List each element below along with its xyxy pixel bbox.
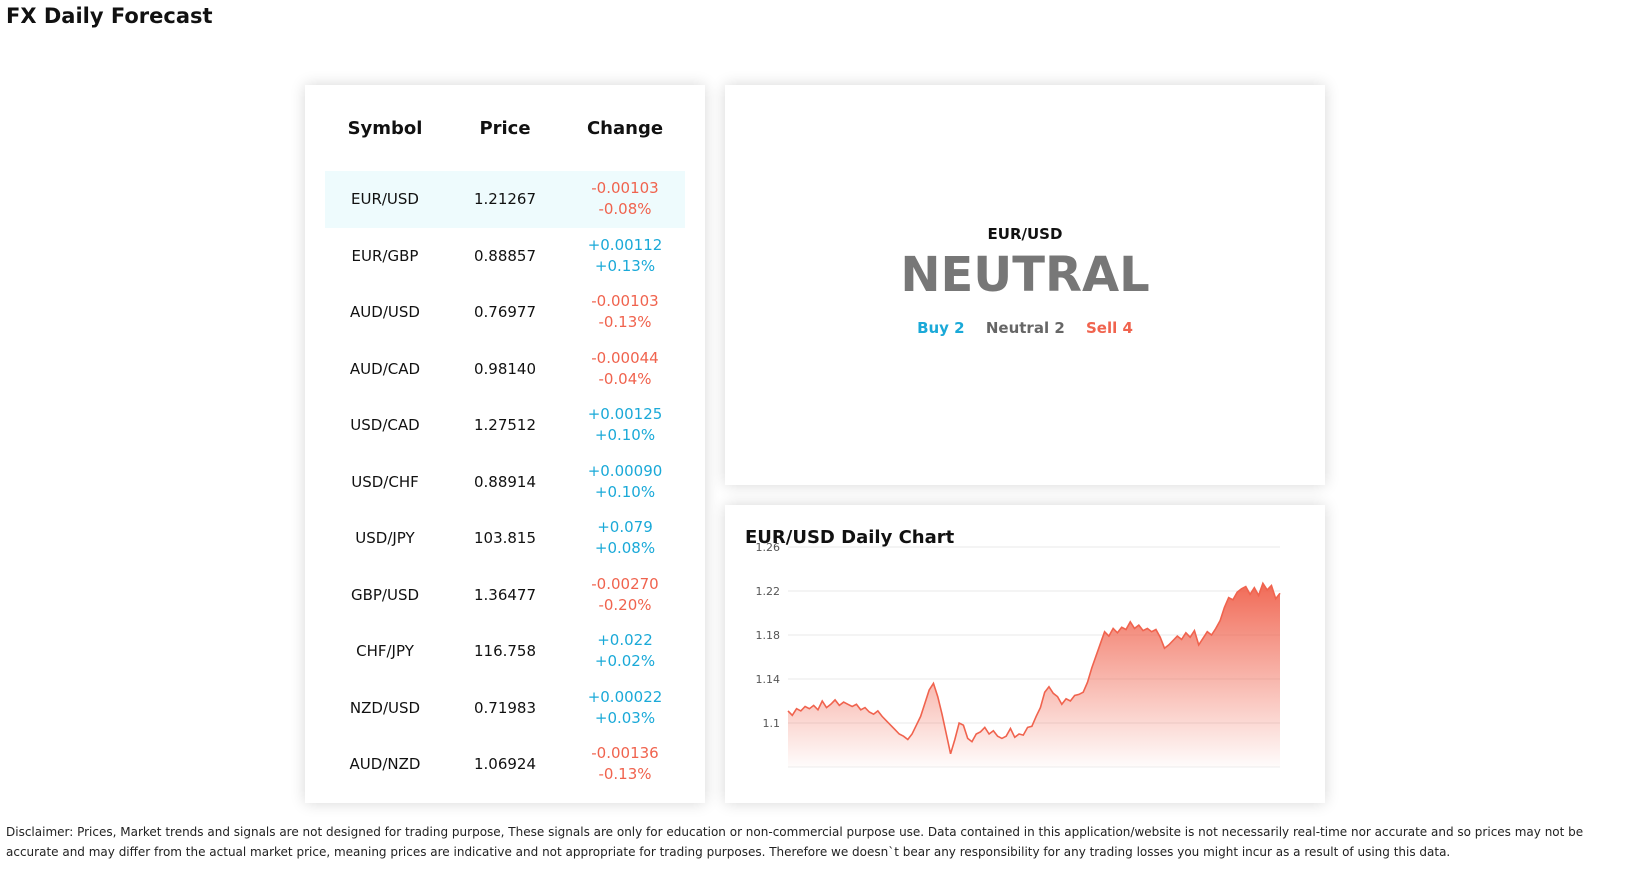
y-tick-label: 1.18 <box>756 629 781 642</box>
symbol-cell: AUD/USD <box>350 303 420 322</box>
signal-card: EUR/USD NEUTRAL Buy 2 Neutral 2 Sell 4 <box>725 85 1325 485</box>
change-column-header: Change <box>586 117 664 139</box>
quotes-table-body: EUR/USD 1.21267 -0.00103 -0.08% EUR/GBP 0.888… <box>325 159 685 793</box>
table-row[interactable]: EUR/GBP 0.88857 +0.00112 +0.13% <box>325 228 685 285</box>
signal-counts: Buy 2 Neutral 2 Sell 4 <box>725 319 1325 337</box>
change-cell: -0.00044 -0.04% <box>565 341 685 398</box>
series-area <box>788 583 1280 767</box>
price-cell: 1.21267 <box>445 171 565 228</box>
price-cell: 0.71983 <box>473 698 537 717</box>
change-cell: +0.00090 +0.10% <box>565 454 685 511</box>
change-value: +0.022 <box>597 631 653 650</box>
change-percent: +0.13% <box>594 256 656 275</box>
change-percent: +0.03% <box>594 708 656 727</box>
table-row[interactable]: AUD/USD 0.76977 -0.00103 -0.13% <box>325 284 685 341</box>
change-cell: +0.079 +0.08% <box>565 510 685 567</box>
table-row[interactable]: CHF/JPY 116.758 +0.022 +0.02% <box>325 623 685 680</box>
change-cell: -0.00270 -0.20% <box>565 567 685 624</box>
price-cell: 103.815 <box>473 529 537 548</box>
symbol-cell: NZD/USD <box>349 698 421 717</box>
quotes-table: Symbol Price Change EUR/USD 1.21267 -0.001… <box>325 97 685 793</box>
change-value: -0.00136 <box>591 744 659 763</box>
sell-count: Sell 4 <box>1086 319 1133 337</box>
table-row[interactable]: USD/CAD 1.27512 +0.00125 +0.10% <box>325 397 685 454</box>
series-line <box>787 581 1281 755</box>
change-percent: -0.13% <box>598 313 652 332</box>
y-tick-label: 1.22 <box>756 585 781 598</box>
price-cell: 0.76977 <box>473 303 537 322</box>
table-row[interactable]: EUR/USD 1.21267 -0.00103 -0.08% <box>325 171 685 228</box>
daily-chart[interactable]: 1.26 1.22 1.18 1.14 1.1 <box>725 505 1325 803</box>
symbol-cell: USD/CAD <box>350 416 420 435</box>
change-percent: -0.04% <box>598 369 652 388</box>
price-cell: 116.758 <box>473 642 537 661</box>
table-row[interactable]: AUD/NZD 1.06924 -0.00136 -0.13% <box>325 736 685 793</box>
change-percent: +0.10% <box>594 482 656 501</box>
price-column-header: Price <box>479 117 531 139</box>
symbol-cell: USD/CHF <box>351 472 419 491</box>
y-tick-label: 1.14 <box>756 673 781 686</box>
symbol-cell: GBP/USD <box>350 585 420 604</box>
chart-series <box>787 581 1281 767</box>
change-cell: +0.022 +0.02% <box>565 623 685 680</box>
chart-title: EUR/USD Daily Chart <box>745 527 955 548</box>
buy-count: Buy 2 <box>917 319 965 337</box>
signal-value: NEUTRAL <box>900 247 1150 303</box>
signal-pair: EUR/USD <box>987 225 1063 243</box>
change-value: +0.00022 <box>587 687 663 706</box>
symbol-cell: AUD/CAD <box>349 359 421 378</box>
change-value: -0.00103 <box>591 292 659 311</box>
symbol-column-header: Symbol <box>347 117 423 139</box>
table-row[interactable]: NZD/USD 0.71983 +0.00022 +0.03% <box>325 680 685 737</box>
change-value: +0.00112 <box>587 235 663 254</box>
quotes-card: Symbol Price Change EUR/USD 1.21267 -0.001… <box>305 85 705 803</box>
table-row[interactable]: GBP/USD 1.36477 -0.00270 -0.20% <box>325 567 685 624</box>
change-value: -0.00103 <box>591 179 659 198</box>
symbol-cell: CHF/JPY <box>356 642 414 661</box>
change-value: +0.079 <box>597 518 653 537</box>
table-row[interactable]: USD/JPY 103.815 +0.079 +0.08% <box>325 510 685 567</box>
price-cell: 0.88857 <box>473 246 537 265</box>
change-value: +0.00090 <box>587 461 663 480</box>
symbol-cell: EUR/GBP <box>351 246 419 265</box>
price-cell: 1.27512 <box>473 416 537 435</box>
change-cell: -0.00103 -0.08% <box>565 171 685 228</box>
price-cell: 1.36477 <box>473 585 537 604</box>
change-cell: -0.00136 -0.13% <box>565 736 685 793</box>
change-cell: -0.00103 -0.13% <box>565 284 685 341</box>
price-cell: 1.06924 <box>473 755 537 774</box>
price-cell: 0.98140 <box>473 359 537 378</box>
neutral-count: Neutral 2 <box>985 319 1065 337</box>
price-cell: 0.88914 <box>473 472 537 491</box>
change-value: -0.00044 <box>591 348 659 367</box>
y-tick-label: 1.1 <box>763 717 781 730</box>
table-row[interactable]: USD/CHF 0.88914 +0.00090 +0.10% <box>325 454 685 511</box>
change-percent: -0.13% <box>598 765 652 784</box>
table-spacer <box>325 159 685 171</box>
change-cell: +0.00112 +0.13% <box>565 228 685 285</box>
change-percent: +0.08% <box>594 539 656 558</box>
table-header-row: Symbol Price Change <box>325 97 685 159</box>
page-title: FX Daily Forecast <box>6 4 213 28</box>
symbol-cell: EUR/USD <box>325 171 445 228</box>
table-row[interactable]: AUD/CAD 0.98140 -0.00044 -0.04% <box>325 341 685 398</box>
chart-y-axis: 1.26 1.22 1.18 1.14 1.1 <box>756 541 781 730</box>
change-percent: +0.02% <box>594 652 656 671</box>
change-value: +0.00125 <box>587 405 663 424</box>
symbol-cell: AUD/NZD <box>349 755 421 774</box>
change-percent: -0.20% <box>598 595 652 614</box>
y-tick-label: 1.26 <box>756 541 781 554</box>
chart-card: EUR/USD Daily Chart 1.26 1.22 1.18 1.14 1.1 <box>725 505 1325 803</box>
change-percent: +0.10% <box>594 426 656 445</box>
change-value: -0.00270 <box>591 574 659 593</box>
change-cell: +0.00125 +0.10% <box>565 397 685 454</box>
change-percent: -0.08% <box>598 200 652 219</box>
change-cell: +0.00022 +0.03% <box>565 680 685 737</box>
symbol-cell: USD/JPY <box>355 529 415 548</box>
disclaimer-text: Disclaimer: Prices, Market trends and si… <box>6 825 1584 859</box>
